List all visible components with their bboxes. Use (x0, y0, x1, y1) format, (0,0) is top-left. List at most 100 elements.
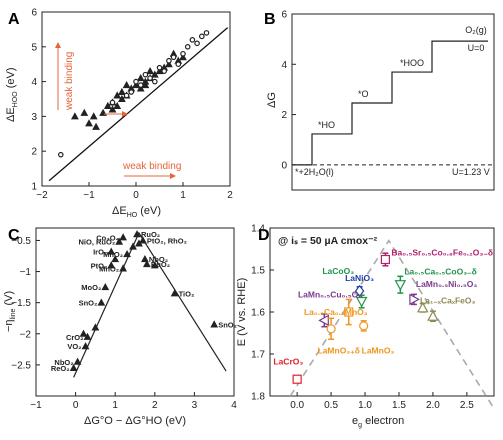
panel-b-plot: 0 2 4 6 ΔG *+2H₂O(l) *HO *O *HOO O₂(g) U=0 U=1.23 V (266, 10, 495, 191)
y-tick-label: 6 (281, 10, 287, 21)
x-tick-label: −1 (30, 400, 42, 411)
data-point (141, 80, 150, 89)
point-label: RuO₂ (141, 230, 160, 239)
x-tick-label: 2 (152, 400, 158, 411)
point-label: LaMnO₃ (362, 346, 395, 356)
x-tick-label: 0.5 (324, 400, 338, 411)
point-label: La₀.₅Ca₀.₅CoO₃₋δ (404, 266, 476, 276)
weak-binding-x-label: weak binding (122, 161, 181, 172)
data-point (91, 323, 100, 331)
step-label: *+2H₂O(l) (295, 167, 334, 177)
y-tick-label: 5 (31, 42, 37, 53)
data-point (318, 314, 329, 327)
x-tick-label: −1 (83, 190, 95, 201)
data-point (189, 37, 196, 43)
data-point (89, 112, 98, 120)
x-axis-label: ΔEHO (eV) (112, 205, 161, 219)
data-point (136, 84, 145, 92)
panel-c-plot: −1 0 1 2 3 4 −2.5 −2 −1.5 −1 −0.5 ΔG°O − ΔG°HO (eV)… (3, 227, 237, 427)
data-point (170, 54, 177, 61)
point-label: Co₃O₄ (96, 233, 119, 242)
data-point (326, 324, 336, 334)
point-label: IrO₂ (93, 248, 107, 257)
data-point (69, 363, 78, 371)
data-point (292, 374, 302, 384)
data-point (152, 78, 158, 85)
data-point (118, 94, 126, 103)
data-point (109, 99, 116, 106)
volcano-guide (289, 239, 495, 410)
data-point (150, 70, 159, 78)
current-density-annotation: @ iₛ = 50 µA cmox⁻² (278, 235, 378, 247)
data-point (170, 289, 179, 297)
x-axis-label: eg electron (352, 415, 404, 429)
data-point (129, 242, 137, 250)
data-point (123, 250, 131, 258)
arrowhead (55, 42, 61, 48)
panel-label-c: C (8, 227, 20, 244)
u0-label: U=0 (468, 43, 485, 53)
data-point (354, 284, 365, 298)
data-point (79, 329, 88, 337)
panel-label-d: D (258, 227, 270, 244)
data-point (103, 101, 112, 109)
data-point (133, 78, 139, 85)
y-tick-label: −1 (20, 267, 32, 278)
y-axis-label: ΔG (266, 92, 278, 108)
data-point (113, 101, 122, 109)
data-point (165, 60, 173, 68)
step-label: *O (358, 89, 369, 99)
y-tick-label: 1.5 (251, 266, 265, 277)
x-tick-label: 0 (133, 190, 139, 201)
point-label: MnO₂ (103, 250, 123, 259)
x-tick-label: 0 (73, 400, 79, 411)
data-point (194, 40, 200, 47)
data-point (355, 296, 368, 308)
point-label: PtO₂ (91, 261, 108, 270)
panel-c: C −1 0 1 2 3 4 −2.5 −2 −1.5 −1 −0.5 ΔG°O − ΔG°HO (e… (3, 227, 237, 427)
y-tick-label: 2 (31, 147, 37, 158)
data-point (210, 320, 219, 328)
data-point (133, 230, 141, 238)
point-label: SnO₂ (79, 299, 98, 308)
y-tick-label: −2.5 (11, 360, 31, 371)
data-point (107, 247, 116, 255)
point-label: LaCoO₃ (322, 266, 354, 276)
x-tick-label: 1.0 (358, 400, 372, 411)
panel-label-b: B (264, 11, 276, 28)
y-tick-label: 1.4 (251, 224, 265, 235)
data-point (71, 112, 79, 120)
data-point (119, 264, 128, 272)
step-label: O₂(g) (465, 25, 487, 35)
weak-binding-y-label: weak binding (64, 52, 75, 111)
data-point (119, 233, 128, 241)
point-label: ReO₂ (51, 364, 70, 373)
point-label: MoO₂ (81, 283, 101, 292)
data-point (166, 57, 172, 64)
x-tick-label: −2 (36, 190, 48, 201)
point-label: NbO₂ (54, 358, 73, 367)
y-tick-label: −2 (20, 329, 32, 340)
x-tick-label: 4 (231, 400, 237, 411)
point-label: RuO₂ (151, 260, 170, 269)
y-tick-label: 1.8 (251, 392, 265, 403)
point-label: LaMn₀.₅Ni₀.₅O₃ (416, 279, 477, 289)
y-tick-label: 2 (281, 110, 287, 121)
point-label: LaNiO₃ (345, 273, 374, 283)
y-tick-label: −1.5 (11, 298, 31, 309)
data-point (123, 92, 130, 99)
data-point (184, 43, 191, 50)
data-point (85, 119, 93, 127)
data-point (147, 75, 153, 81)
x-tick-label: 2 (227, 190, 233, 201)
panel-c-frame (35, 227, 235, 397)
x-tick-label: 1.5 (392, 400, 406, 411)
data-point (73, 357, 82, 365)
data-point (409, 293, 420, 306)
panel-a-plot: −2 −1 0 1 2 1 2 3 4 5 6 ΔEHO (eV) ΔEHOO (eV) weak bin… (5, 8, 233, 220)
point-label: SnO₂ (218, 320, 237, 329)
y-tick-label: 1 (31, 182, 37, 193)
x-axis-label: ΔG°O − ΔG°HO (eV) (84, 415, 186, 427)
data-point (179, 53, 187, 61)
